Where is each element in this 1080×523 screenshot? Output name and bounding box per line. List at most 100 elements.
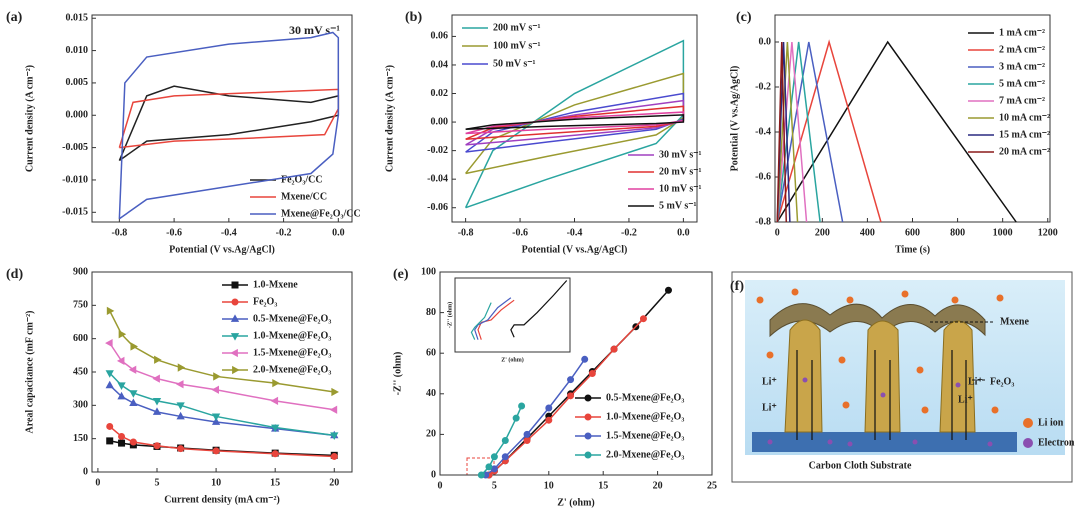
y-tick-label: 0.06: [431, 31, 449, 42]
series-line: [465, 92, 685, 153]
marker: [584, 432, 592, 440]
legend-label: 100 mV s⁻¹: [493, 40, 541, 51]
marker: [153, 442, 161, 450]
marker: [152, 407, 162, 415]
electrons: [767, 377, 993, 447]
mxene-label: Mxene: [1000, 316, 1029, 327]
y-tick-label: -0.04: [427, 173, 448, 184]
series-line: [118, 88, 340, 149]
x-tick-label: -0.6: [512, 227, 528, 238]
legend-label: 1.0-Mxene: [253, 279, 298, 290]
y-tick-label: 80: [426, 307, 436, 318]
pillar: [784, 319, 823, 433]
li-ion-swatch: [1023, 418, 1033, 428]
y-tick-label: 0.00: [431, 116, 449, 127]
x-axis-label: Z' (ohm): [557, 497, 595, 508]
y-tick-label: 750: [73, 300, 88, 311]
substrate-label: Carbon Cloth Substrate: [809, 460, 912, 471]
legend-label: Electron: [1038, 437, 1075, 448]
legend-label: 1.0-Mxene@Fe₂O₃: [253, 330, 331, 341]
legend-label: Fe₂O₃: [253, 296, 277, 307]
diagram: (f) Mxene Fe₂O₃ Li⁺ Li⁺ Li⁺ Li⁺ Li ion E…: [730, 271, 1075, 483]
marker: [330, 432, 339, 440]
y-tick-label: 0.010: [66, 45, 89, 56]
marker: [501, 453, 509, 461]
marker: [271, 450, 279, 458]
x-tick-label: 15: [270, 477, 280, 488]
y-axis-label: Current density (A cm⁻²): [384, 65, 395, 172]
marker: [584, 413, 592, 421]
marker: [117, 391, 126, 400]
marker: [567, 392, 575, 400]
marker: [490, 453, 498, 461]
marker: [105, 370, 114, 378]
marker: [211, 413, 221, 422]
marker: [175, 380, 184, 389]
legend-label: Mxene/CC: [281, 191, 327, 202]
li-label: Li⁺: [762, 376, 777, 387]
y-tick-label: 150: [73, 433, 88, 444]
legend-label: 0.5-Mxene@Fe₂O₃: [606, 392, 684, 403]
legend-label: 2.0-Mxene@Fe₂O₃: [253, 364, 331, 375]
legend-label: 50 mV s⁻¹: [493, 58, 536, 69]
y-tick-label: -0.6: [755, 171, 771, 182]
x-tick-label: -0.8: [458, 227, 474, 238]
legend-label: 5 mV s⁻¹: [659, 200, 697, 211]
fe2o3-label: Fe₂O₃: [990, 376, 1014, 387]
y-tick-label: 40: [426, 388, 436, 399]
series-line: [118, 31, 340, 220]
legend-label: 2 mA cm⁻²: [999, 44, 1045, 55]
y-tick-label: 60: [426, 347, 436, 358]
marker: [610, 345, 618, 353]
marker: [518, 402, 526, 410]
marker: [581, 355, 589, 363]
legend-label: 1.0-Mxene@Fe₂O₃: [606, 411, 684, 422]
annotation: 30 mV s⁻¹: [289, 23, 340, 37]
y-axis-label: Areal capacitance (mF cm⁻²): [24, 311, 35, 434]
marker: [230, 314, 240, 322]
legend-label: 200 mV s⁻¹: [493, 22, 541, 33]
marker: [129, 398, 138, 407]
marker: [211, 385, 219, 394]
marker: [588, 370, 596, 377]
legend-label: 0.5-Mxene@Fe₂O₃: [253, 313, 331, 324]
legend-label: 2.0-Mxene@Fe₂O₃: [606, 449, 684, 460]
panel-label: (a): [6, 10, 23, 25]
y-tick-label: 0.000: [66, 110, 89, 121]
x-axis-label: Potential (V vs.Ag/AgCl): [522, 244, 628, 255]
plot-frame: [439, 271, 713, 476]
y-tick-label: 100: [421, 266, 436, 277]
inset-line: [474, 297, 512, 340]
marker: [105, 338, 113, 348]
y-tick-label: -0.4: [755, 126, 771, 137]
x-tick-label: 5: [492, 480, 497, 491]
li-ions: [756, 288, 1004, 414]
marker: [501, 436, 509, 444]
y-tick-label: -0.8: [755, 216, 771, 227]
y-tick-label: 0.04: [431, 59, 449, 70]
legend-label: 3 mA cm⁻²: [999, 61, 1045, 72]
marker: [106, 437, 114, 445]
x-tick-label: 800: [950, 227, 965, 238]
y-tick-label: 0.015: [66, 13, 89, 24]
legend-label: 10 mV s⁻¹: [659, 183, 702, 194]
pillar: [864, 320, 901, 433]
series-line: [465, 114, 685, 130]
legend-label: 15 mA cm⁻²: [999, 129, 1050, 140]
legend-label: 1 mA cm⁻²: [999, 27, 1045, 38]
marker: [477, 471, 485, 479]
legend-label: 20 mA cm⁻²: [999, 146, 1050, 157]
x-tick-label: 10: [544, 480, 554, 491]
series-line: [776, 41, 788, 223]
marker: [485, 463, 493, 471]
panel-label: (b): [405, 10, 422, 25]
marker: [512, 414, 520, 422]
x-axis-label: Potential (V vs.Ag/AgCl): [169, 244, 275, 255]
y-tick-label: -0.005: [62, 142, 88, 153]
marker: [329, 405, 338, 414]
inset-frame: [454, 277, 571, 353]
x-tick-label: 0.0: [332, 227, 345, 238]
x-tick-label: 1200: [1038, 227, 1058, 238]
